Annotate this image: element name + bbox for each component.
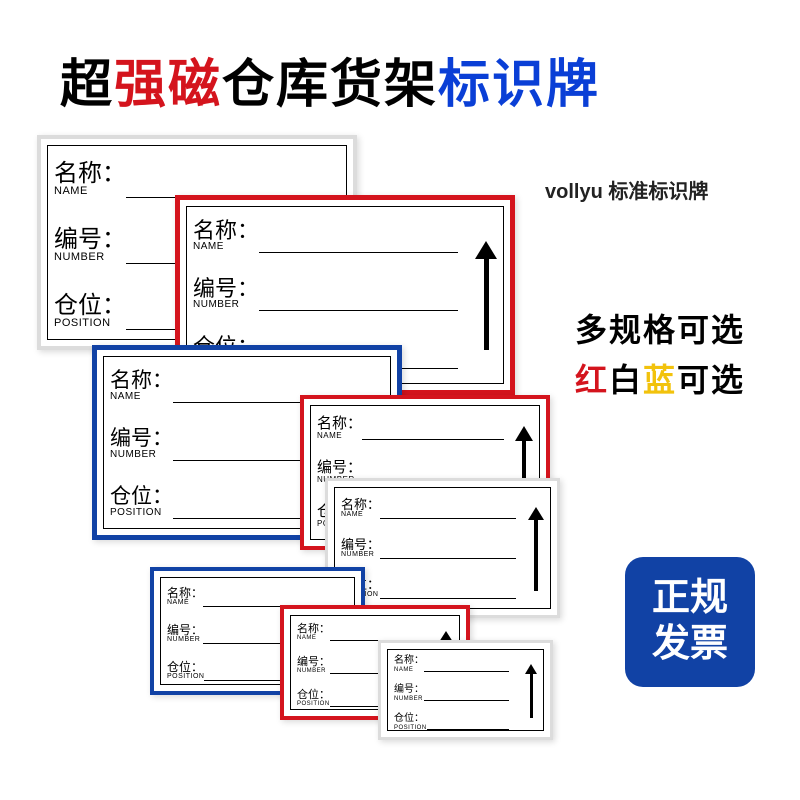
field-label-cn: 编号： — [167, 624, 203, 637]
field-label-en: POSITION — [297, 701, 330, 707]
blank-line — [380, 558, 516, 559]
field-label-cn: 仓位： — [167, 661, 204, 674]
field-label-cn: 编号： — [193, 277, 259, 300]
field-label-en: NAME — [317, 432, 362, 440]
field-label-en: NAME — [341, 511, 380, 518]
field-label-en: NUMBER — [54, 252, 126, 264]
field-label-en: POSITION — [394, 725, 427, 731]
headline: 超强磁仓库货架标识牌 — [60, 42, 600, 117]
option-colors: 红白蓝可选 — [575, 355, 745, 401]
blank-line — [424, 671, 509, 672]
field-label-cn: 名称： — [317, 416, 362, 432]
field-label-cn: 名称： — [394, 656, 424, 667]
blank-line — [259, 252, 458, 253]
field-label-en: NAME — [394, 667, 424, 673]
option-multispec: 多规格可选 — [575, 305, 745, 351]
up-arrow-icon — [528, 507, 544, 591]
field-label-en: NUMBER — [193, 300, 259, 311]
field-label-cn: 编号： — [54, 227, 126, 252]
blank-line — [259, 310, 458, 311]
field-label-en: NUMBER — [297, 668, 330, 674]
field-label-en: POSITION — [167, 673, 204, 680]
invoice-badge: 正规 发票 — [625, 557, 755, 687]
field-label-cn: 名称： — [297, 624, 330, 636]
field-label-en: NUMBER — [341, 551, 380, 558]
field-label-cn: 编号： — [317, 460, 362, 476]
blank-line — [424, 700, 509, 701]
field-label-cn: 名称： — [54, 161, 126, 186]
field-label-cn: 仓位： — [297, 690, 330, 702]
field-label-cn: 仓位： — [54, 293, 126, 318]
blank-line — [380, 518, 516, 519]
field-label-cn: 仓位： — [394, 714, 427, 725]
field-label-en: NUMBER — [167, 636, 203, 643]
field-label-en: POSITION — [54, 318, 126, 330]
field-label-cn: 仓位： — [110, 486, 173, 508]
up-arrow-icon — [525, 664, 537, 719]
invoice-line2: 发票 — [652, 622, 728, 668]
brand-label: vollyu 标准标识牌 — [545, 175, 708, 204]
field-label-cn: 编号： — [297, 657, 330, 669]
blank-line — [380, 598, 516, 599]
field-label-cn: 编号： — [110, 428, 173, 450]
field-label-en: NUMBER — [110, 450, 173, 461]
field-label-en: NAME — [110, 392, 173, 403]
field-label-cn: 编号： — [341, 538, 380, 552]
field-label-cn: 编号： — [394, 685, 424, 696]
field-label-cn: 名称： — [167, 587, 203, 600]
blank-line — [362, 439, 503, 440]
invoice-line1: 正规 — [652, 576, 728, 622]
field-label-en: NAME — [54, 186, 126, 198]
field-label-cn: 名称： — [110, 370, 173, 392]
field-label-cn: 名称： — [193, 219, 259, 242]
field-label-cn: 名称： — [341, 498, 380, 512]
field-label-en: POSITION — [110, 508, 173, 519]
up-arrow-icon — [475, 241, 497, 350]
label-card: 名称：NAME 编号：NUMBER 仓位：POSITION — [378, 640, 553, 740]
field-label-en: NUMBER — [394, 696, 424, 702]
field-label-en: NAME — [193, 242, 259, 253]
field-label-en: NAME — [297, 635, 330, 641]
blank-line — [427, 729, 509, 730]
field-label-en: NAME — [167, 599, 203, 606]
